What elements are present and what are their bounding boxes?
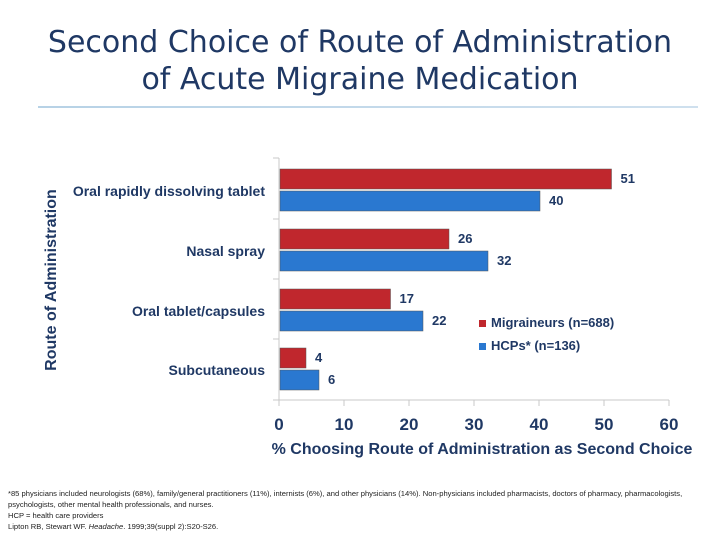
title-line-2: of Acute Migraine Medication <box>141 62 579 97</box>
data-label-migraineurs-n-688-oral-tablet-capsules: 17 <box>400 291 414 306</box>
bar-chart: 0 10 20 30 40 50 60 Oral rapidly dissolving tab… <box>43 157 693 458</box>
bar-hcps-n-136-nasal-spray <box>279 250 489 272</box>
x-tick-label-20: 20 <box>400 415 419 434</box>
data-label-hcps-n-136-oral-rapidly-dissolving-tablet: 40 <box>549 193 563 208</box>
category-label-subcutaneous: Subcutaneous <box>169 362 266 378</box>
legend-label-migraineurs-n-688: Migraineurs (n=688) <box>491 315 614 330</box>
bar-hcps-n-136-oral-tablet-capsules <box>279 310 424 332</box>
data-label-migraineurs-n-688-nasal-spray: 26 <box>458 231 472 246</box>
bar-migraineurs-n-688-nasal-spray <box>279 228 450 250</box>
footnote-hcp-definition: HCP = health care providers <box>8 511 104 520</box>
bar-hcps-n-136-subcutaneous <box>279 369 320 391</box>
x-tick-label-10: 10 <box>335 415 354 434</box>
x-tick-label-0: 0 <box>274 415 283 434</box>
slide-title: Second Choice of Route of Administration… <box>0 24 720 98</box>
footnotes: *85 physicians included neurologists (68… <box>8 488 714 532</box>
footnote-physicians: *85 physicians included neurologists (68… <box>8 489 683 509</box>
data-label-hcps-n-136-nasal-spray: 32 <box>497 253 511 268</box>
bar-migraineurs-n-688-oral-rapidly-dissolving-tablet <box>279 168 612 190</box>
x-tick-label-40: 40 <box>530 415 549 434</box>
category-label-oral-rapidly-dissolving-tablet: Oral rapidly dissolving tablet <box>73 183 265 199</box>
title-divider <box>38 106 698 108</box>
data-label-migraineurs-n-688-subcutaneous: 4 <box>315 350 323 365</box>
bar-hcps-n-136-oral-rapidly-dissolving-tablet <box>279 190 541 212</box>
category-label-oral-tablet-capsules: Oral tablet/capsules <box>132 303 265 319</box>
data-label-migraineurs-n-688-oral-rapidly-dissolving-tablet: 51 <box>621 171 635 186</box>
data-label-hcps-n-136-subcutaneous: 6 <box>328 372 335 387</box>
footnote-citation: Lipton RB, Stewart WF. Headache. 1999;39… <box>8 522 219 531</box>
data-label-hcps-n-136-oral-tablet-capsules: 22 <box>432 313 446 328</box>
bar-migraineurs-n-688-oral-tablet-capsules <box>279 288 391 310</box>
legend-swatch-hcps-n-136 <box>479 343 486 350</box>
title-line-1: Second Choice of Route of Administration <box>47 25 673 60</box>
bar-migraineurs-n-688-subcutaneous <box>279 347 307 369</box>
x-tick-label-50: 50 <box>595 415 614 434</box>
x-tick-label-60: 60 <box>660 415 679 434</box>
legend-swatch-migraineurs-n-688 <box>479 320 486 327</box>
legend-label-hcps-n-136: HCPs* (n=136) <box>491 338 580 353</box>
category-label-nasal-spray: Nasal spray <box>186 243 265 259</box>
x-tick-label-30: 30 <box>465 415 484 434</box>
x-axis-title: % Choosing Route of Administration as Se… <box>272 441 693 458</box>
y-axis-title: Route of Administration <box>43 189 60 371</box>
